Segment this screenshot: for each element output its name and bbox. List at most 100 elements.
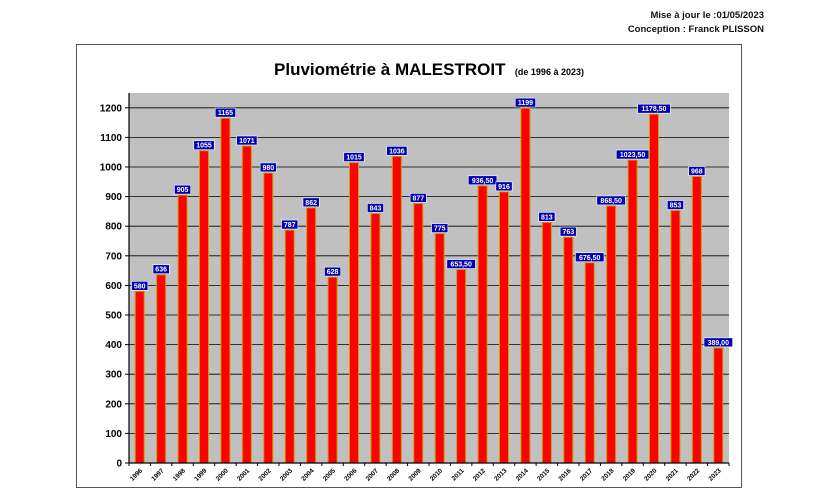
data-label-box (514, 97, 536, 108)
x-tick-label: 2017 (579, 467, 594, 482)
data-label: 787 (284, 222, 296, 229)
data-label: 1071 (239, 138, 255, 145)
plot-background (129, 93, 729, 463)
data-label: 1023,50 (620, 152, 645, 159)
data-label-box (302, 197, 320, 208)
x-tick-label: 2011 (451, 467, 466, 482)
data-label: 813 (541, 214, 553, 221)
y-tick-label: 1000 (100, 163, 123, 174)
bar (177, 194, 188, 464)
data-label-box (236, 135, 258, 146)
y-tick-label: 500 (105, 311, 122, 322)
x-tick-label: 1999 (193, 467, 208, 482)
x-tick-label: 2019 (622, 467, 637, 482)
x-tick-label: 2001 (236, 467, 251, 482)
bar (541, 221, 552, 464)
data-label-box (152, 264, 170, 275)
y-tick-label: 900 (105, 192, 122, 203)
x-tick-label: 2004 (300, 467, 315, 482)
y-tick-label: 100 (105, 429, 122, 440)
data-label: 1178,50 (642, 106, 667, 113)
bar (691, 175, 702, 464)
bar (391, 155, 402, 464)
data-label: 1199 (518, 100, 533, 107)
y-tick-label: 1200 (100, 103, 123, 114)
data-label: 628 (327, 269, 339, 276)
data-label-box (343, 152, 365, 162)
data-label-box (193, 140, 215, 151)
data-label-box (615, 149, 650, 160)
x-tick-label: 2015 (536, 467, 551, 482)
data-label: 580 (134, 283, 146, 290)
x-tick-label: 2005 (322, 467, 337, 482)
bar (306, 207, 317, 464)
data-label-box (174, 184, 192, 195)
bar (220, 117, 231, 464)
data-label-box (495, 181, 513, 192)
data-label-box (386, 146, 408, 156)
page-meta: Mise à jour le :01/05/2023 Conception : … (628, 9, 764, 37)
bar (284, 229, 295, 464)
y-tick-label: 200 (105, 399, 122, 410)
data-label: 1165 (218, 110, 233, 117)
bar (670, 210, 681, 464)
data-label: 936,50 (472, 178, 494, 185)
y-tick-label: 600 (105, 281, 122, 292)
bar (477, 185, 488, 464)
x-tick-label: 2020 (643, 467, 658, 482)
x-tick-label: 2002 (258, 467, 273, 482)
data-label: 636 (155, 267, 167, 274)
update-date: Mise à jour le :01/05/2023 (650, 10, 764, 21)
data-label: 676,50 (579, 255, 601, 262)
data-label-box (538, 212, 556, 222)
data-label: 1015 (346, 155, 362, 162)
bar (413, 202, 424, 464)
chart-subtitle: (de 1996 à 2023) (515, 67, 584, 77)
bar (134, 290, 145, 464)
bar (349, 162, 359, 464)
bar (156, 274, 167, 464)
data-label-box (259, 162, 277, 173)
data-label: 905 (177, 187, 189, 194)
bar (627, 159, 638, 464)
bar (370, 212, 381, 464)
x-tick-label: 2014 (515, 467, 530, 482)
data-label: 763 (562, 229, 574, 236)
data-label-box (559, 226, 577, 237)
x-tick-label: 2010 (429, 467, 444, 482)
y-tick-label: 800 (105, 222, 122, 233)
data-label-box (431, 223, 449, 233)
bar (434, 233, 445, 464)
data-label-box (214, 107, 236, 118)
x-tick-label: 2007 (365, 467, 380, 482)
x-tick-label: 2006 (343, 467, 358, 482)
data-label-box (467, 175, 498, 186)
data-label: 853 (670, 203, 682, 210)
data-label: 1055 (196, 143, 212, 150)
data-label-box (281, 219, 299, 230)
x-tick-label: 1997 (150, 467, 165, 482)
y-tick-label: 700 (105, 251, 122, 262)
bar (456, 269, 467, 464)
data-label: 1036 (389, 148, 405, 155)
bar (327, 276, 338, 464)
x-tick-label: 2003 (279, 467, 294, 482)
data-label-box (446, 259, 476, 269)
x-tick-label: 2008 (386, 467, 401, 482)
x-tick-label: 2023 (708, 467, 723, 482)
y-tick-label: 300 (105, 370, 122, 381)
data-label-box (324, 266, 342, 277)
x-tick-label: 2013 (493, 467, 508, 482)
data-label: 775 (434, 226, 446, 233)
data-label: 862 (305, 200, 317, 207)
x-tick-label: 1998 (172, 467, 187, 482)
x-tick-label: 2016 (558, 467, 573, 482)
bar (241, 145, 252, 464)
x-tick-label: 2000 (215, 467, 230, 482)
chart-title-main: Pluviométrie à MALESTROIT (274, 60, 506, 79)
author-credit: Conception : Franck PLISSON (627, 24, 764, 35)
y-tick-label: 0 (116, 459, 122, 470)
data-label: 980 (262, 165, 274, 172)
data-label-box (575, 252, 605, 263)
bar (584, 262, 595, 464)
